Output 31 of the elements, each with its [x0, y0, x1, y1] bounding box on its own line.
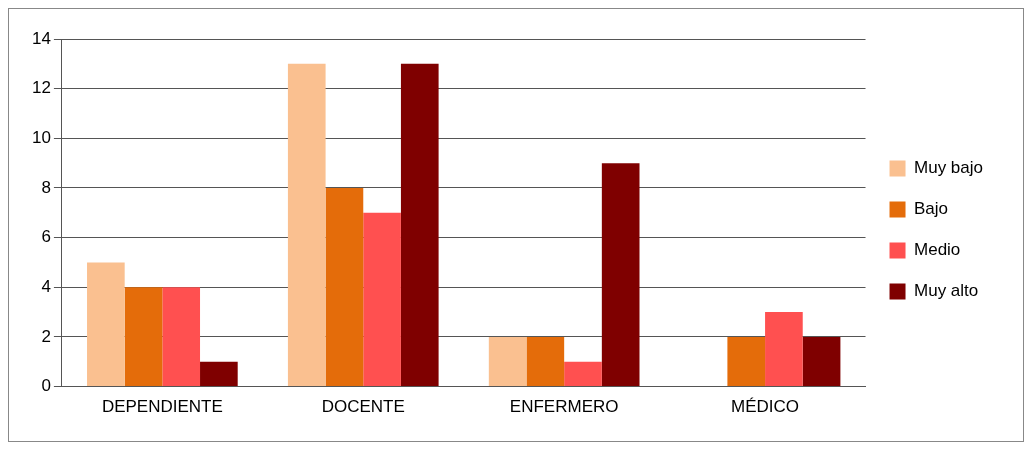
bar [564, 361, 602, 387]
x-tick-label: DOCENTE [321, 397, 405, 417]
bar [124, 287, 163, 387]
legend-label: Bajo [914, 199, 949, 219]
y-tick-label: 12 [31, 78, 51, 98]
y-tick-label: 6 [41, 227, 51, 247]
x-tick-label: MÉDICO [731, 397, 800, 417]
y-tick-label: 8 [41, 177, 51, 197]
legend-label: Muy alto [914, 281, 979, 301]
bar [400, 63, 439, 387]
bar [765, 312, 803, 387]
bar [162, 287, 201, 387]
bar [363, 212, 401, 387]
bar [802, 336, 841, 387]
x-tick-label: DEPENDIENTE [101, 397, 223, 417]
legend-label: Muy bajo [914, 158, 983, 178]
bar [87, 262, 125, 387]
x-tick-label: ENFERMERO [509, 397, 619, 417]
y-tick-label: 14 [31, 28, 51, 48]
bar [287, 63, 326, 387]
bar [727, 336, 766, 387]
y-tick-label: 0 [41, 376, 51, 396]
legend-label: Medio [914, 240, 961, 260]
y-tick-label: 4 [41, 276, 51, 296]
bar [601, 163, 640, 387]
y-tick-label: 10 [31, 128, 51, 147]
y-tick-label: 2 [41, 326, 51, 346]
bar [200, 361, 238, 387]
bar [325, 187, 364, 387]
bar [488, 336, 527, 387]
bar [526, 336, 565, 387]
